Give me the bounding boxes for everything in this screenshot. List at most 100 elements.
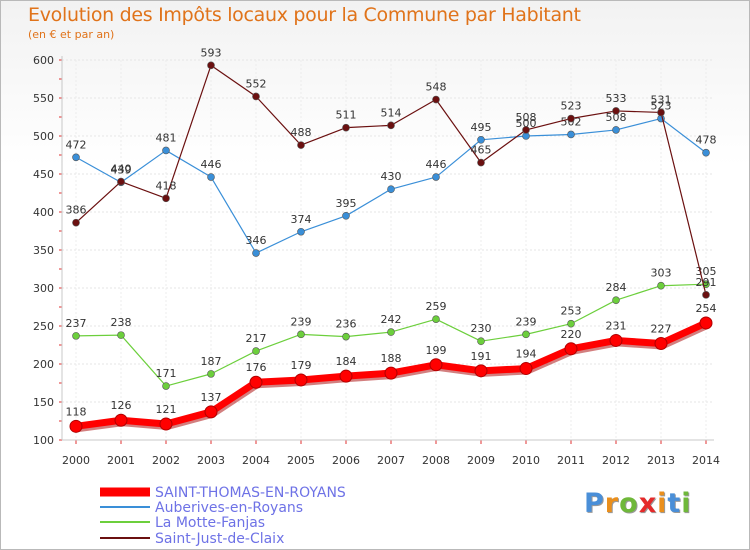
data-point <box>162 382 170 390</box>
data-label: 217 <box>246 332 267 345</box>
x-tick-label: 2008 <box>422 454 450 467</box>
data-point <box>294 373 308 387</box>
x-tick-label: 2006 <box>332 454 360 467</box>
data-label: 188 <box>381 352 402 365</box>
data-label: 291 <box>696 276 717 289</box>
y-tick-label: 550 <box>33 92 54 105</box>
data-point <box>249 375 263 389</box>
data-label: 227 <box>651 322 672 335</box>
x-tick-label: 2012 <box>602 454 630 467</box>
data-label: 514 <box>381 106 402 119</box>
chart-title: Evolution des Impôts locaux pour la Comm… <box>28 4 581 26</box>
data-label: 481 <box>156 131 177 144</box>
logo-letter: i <box>657 488 668 519</box>
chart-subtitle: (en € et par an) <box>28 28 115 41</box>
data-point <box>72 153 80 162</box>
data-point <box>207 61 215 70</box>
data-label: 508 <box>516 111 537 124</box>
data-point <box>72 218 80 227</box>
data-label: 179 <box>291 359 312 372</box>
data-label: 303 <box>651 267 672 280</box>
data-label: 446 <box>201 158 222 171</box>
data-label: 199 <box>426 344 447 357</box>
data-label: 395 <box>336 197 357 210</box>
data-label: 472 <box>66 138 87 151</box>
y-tick-label: 500 <box>33 130 54 143</box>
data-point <box>297 227 305 236</box>
x-tick-label: 2003 <box>197 454 225 467</box>
data-point <box>654 336 668 350</box>
data-label: 253 <box>561 305 582 318</box>
data-label: 511 <box>336 109 357 122</box>
x-tick-label: 2011 <box>557 454 585 467</box>
data-point <box>117 331 125 339</box>
x-tick-label: 2005 <box>287 454 315 467</box>
data-label: 236 <box>336 318 357 331</box>
data-label: 418 <box>156 179 177 192</box>
y-tick-label: 250 <box>33 320 54 333</box>
x-tick-label: 2014 <box>692 454 720 467</box>
x-tick-label: 2010 <box>512 454 540 467</box>
data-point <box>342 332 350 341</box>
data-point <box>477 158 485 167</box>
legend-label: Saint-Just-de-Claix <box>155 531 284 547</box>
data-point <box>159 417 173 431</box>
data-point <box>432 173 440 181</box>
logo-letter: r <box>604 488 620 519</box>
data-point <box>387 185 395 193</box>
data-label: 508 <box>606 111 627 124</box>
data-point <box>432 95 440 104</box>
data-point <box>432 315 440 323</box>
data-label: 478 <box>696 134 717 147</box>
data-label: 552 <box>246 77 267 90</box>
data-label: 465 <box>471 144 492 157</box>
x-tick-label: 2004 <box>242 454 270 467</box>
data-label: 440 <box>111 163 132 176</box>
data-label: 523 <box>561 100 582 113</box>
data-label: 259 <box>426 300 447 313</box>
data-point <box>297 141 305 149</box>
data-label: 446 <box>426 158 447 171</box>
data-label: 126 <box>111 399 132 412</box>
y-tick-label: 200 <box>33 358 54 371</box>
x-tick-label: 2001 <box>107 454 135 467</box>
data-point <box>702 291 710 299</box>
y-tick-label: 350 <box>33 244 54 257</box>
data-point <box>117 177 125 186</box>
data-label: 374 <box>291 213 312 226</box>
logo-letter: P <box>584 488 605 519</box>
data-point <box>612 296 620 304</box>
data-point <box>387 328 395 336</box>
logo-letter: i <box>681 488 692 519</box>
legend-label: SAINT-THOMAS-EN-ROYANS <box>155 485 346 501</box>
data-label: 439 <box>111 163 132 176</box>
data-point <box>114 413 128 427</box>
data-point <box>609 333 623 347</box>
data-label: 488 <box>291 126 312 139</box>
data-label: 231 <box>606 319 627 332</box>
legend-label: La Motte-Fanjas <box>155 515 265 531</box>
data-point <box>522 126 530 134</box>
data-point <box>342 123 350 132</box>
data-point <box>567 130 575 139</box>
data-label: 191 <box>471 350 492 363</box>
data-point <box>297 330 305 339</box>
data-point <box>612 107 620 115</box>
data-point <box>207 370 215 378</box>
data-label: 548 <box>426 81 447 94</box>
y-tick-label: 300 <box>33 282 54 295</box>
data-label: 230 <box>471 322 492 335</box>
data-label: 137 <box>201 391 222 404</box>
data-label: 254 <box>696 302 717 315</box>
legend-label: Auberives-en-Royans <box>155 500 303 516</box>
data-point <box>477 337 485 346</box>
x-tick-label: 2013 <box>647 454 675 467</box>
y-tick-label: 600 <box>33 54 54 67</box>
data-label: 531 <box>651 93 672 106</box>
logo-letter: t <box>667 488 682 519</box>
x-tick-label: 2002 <box>152 454 180 467</box>
data-point <box>522 330 530 339</box>
data-point <box>567 319 575 328</box>
